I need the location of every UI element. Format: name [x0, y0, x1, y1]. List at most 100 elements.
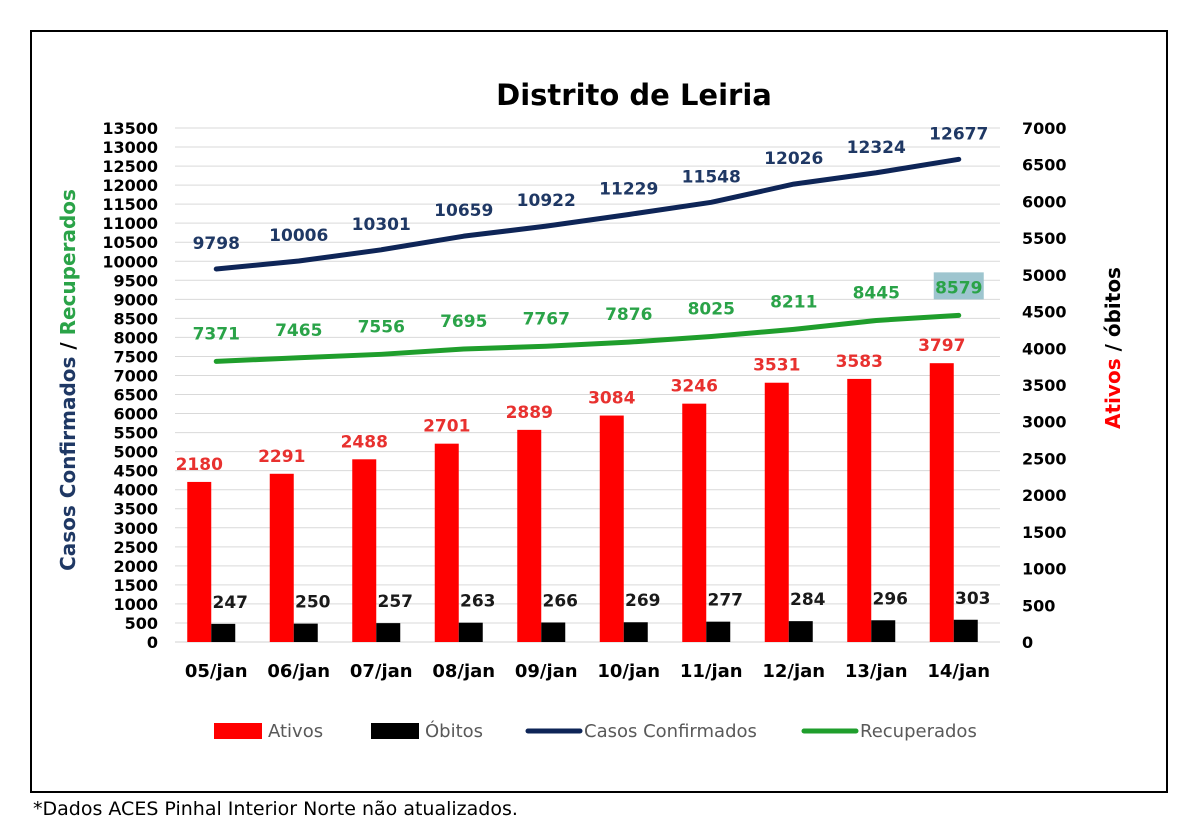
right-tick-label: 0 [1022, 633, 1033, 652]
data-label-obitos: 250 [295, 593, 331, 613]
left-tick-label: 1500 [113, 576, 158, 595]
right-tick-label: 5500 [1022, 229, 1067, 248]
bar-ativos [187, 481, 212, 642]
x-tick-label: 10/jan [597, 661, 660, 682]
data-label-recuperados: 7695 [440, 312, 487, 332]
data-label-obitos: 269 [625, 591, 661, 611]
bar-obitos [623, 622, 648, 642]
y-left-label-part1: Casos Confirmados [56, 357, 80, 571]
left-tick-label: 3500 [113, 500, 158, 519]
data-label-obitos: 263 [460, 592, 496, 612]
legend-label: Casos Confirmados [584, 721, 757, 742]
x-tick-label: 05/jan [185, 661, 248, 682]
legend-swatch [371, 723, 419, 739]
chart-frame [30, 30, 1168, 793]
data-label-recuperados: 7767 [523, 309, 570, 329]
left-tick-label: 2000 [113, 557, 158, 576]
x-tick-label: 08/jan [432, 661, 495, 682]
bar-ativos [352, 459, 377, 642]
data-label-recuperados: 7371 [193, 324, 240, 344]
data-label-obitos: 247 [213, 593, 249, 613]
y-right-label-part1: Ativos [1101, 358, 1125, 429]
chart-title: Distrito de Leiria [496, 78, 772, 112]
gridlines [175, 127, 1000, 643]
y-left-label-part2: Recuperados [56, 189, 80, 335]
data-label-confirmados: 9798 [193, 234, 240, 254]
bar-obitos [458, 622, 483, 642]
data-label-ativos: 3084 [588, 389, 635, 409]
right-tick-label: 6000 [1022, 192, 1067, 211]
bar-ativos [434, 443, 459, 642]
right-tick-label: 5000 [1022, 266, 1067, 285]
left-tick-label: 3000 [113, 519, 158, 538]
left-tick-label: 4000 [113, 481, 158, 500]
x-tick-label: 12/jan [762, 661, 825, 682]
bar-obitos [211, 623, 236, 642]
data-label-obitos: 277 [708, 591, 744, 611]
data-label-confirmados: 12026 [764, 149, 823, 169]
left-tick-label: 11000 [102, 214, 158, 233]
data-label-ativos: 2889 [506, 403, 553, 423]
left-tick-label: 4500 [113, 462, 158, 481]
data-label-obitos: 296 [873, 589, 909, 609]
x-tick-label: 14/jan [927, 661, 990, 682]
left-tick-label: 10000 [102, 252, 158, 271]
left-tick-label: 13000 [102, 138, 158, 157]
bar-ativos [764, 382, 789, 642]
left-tick-label: 5000 [113, 443, 158, 462]
legend-item: Óbitos [371, 720, 483, 742]
data-label-ativos: 3583 [836, 352, 883, 372]
left-tick-label: 8500 [113, 309, 158, 328]
bar-obitos [293, 623, 318, 642]
y-right-label: Ativos / óbitos [1101, 267, 1125, 429]
right-axis-ticks: 0 500 1000 1500 2000 2500 3000 3500 4000 4500 5000… [1022, 119, 1067, 652]
data-label-ativos: 3797 [918, 336, 965, 356]
data-label-obitos: 303 [955, 589, 991, 609]
x-tick-label: 07/jan [350, 661, 413, 682]
data-label-obitos: 284 [790, 590, 826, 610]
left-tick-label: 0 [147, 633, 158, 652]
bar-obitos [871, 620, 896, 642]
x-tick-label: 09/jan [515, 661, 578, 682]
left-tick-label: 10500 [102, 233, 158, 252]
right-tick-label: 1500 [1022, 523, 1067, 542]
data-label-confirmados: 11548 [682, 167, 741, 187]
left-tick-label: 5500 [113, 424, 158, 443]
data-label-confirmados: 10301 [352, 215, 411, 235]
x-axis-ticks: 05/jan 06/jan 07/jan 08/jan 09/jan 10/jan 11/j… [185, 661, 990, 682]
data-label-ativos: 2701 [423, 417, 470, 437]
legend-item: Recuperados [801, 721, 977, 742]
data-label-confirmados: 12677 [929, 124, 988, 144]
right-tick-label: 6500 [1022, 156, 1067, 175]
right-tick-label: 500 [1022, 596, 1055, 615]
data-label-obitos: 266 [543, 591, 579, 611]
left-tick-label: 6500 [113, 386, 158, 405]
left-axis-ticks: 0500100015002000250030003500400045005000… [102, 119, 158, 652]
right-tick-label: 7000 [1022, 119, 1067, 138]
legend: Ativos Óbitos Casos Confirmados Recuperados [214, 720, 977, 742]
legend-label: Ativos [268, 721, 323, 742]
left-tick-label: 1000 [113, 595, 158, 614]
highlight-box [933, 272, 984, 300]
series-confirmados: 9798 10006 10301 10659 10922 11229 11548 12026 1… [193, 124, 988, 272]
data-label-ativos: 3246 [671, 377, 718, 397]
legend-swatch [214, 723, 262, 739]
right-tick-label: 3000 [1022, 413, 1067, 432]
right-tick-label: 2500 [1022, 449, 1067, 468]
footnote: *Dados ACES Pinhal Interior Norte não at… [33, 798, 518, 820]
data-label-ativos: 2488 [341, 432, 388, 452]
right-tick-label: 1000 [1022, 560, 1067, 579]
data-label-confirmados: 11229 [599, 179, 658, 199]
data-label-confirmados: 10922 [517, 191, 576, 211]
series-recuperados: 7371 7465 7556 7695 7767 7876 8025 8211 8445 8579 [193, 272, 984, 364]
series-recuperados-line [213, 312, 962, 364]
left-tick-label: 13500 [102, 119, 158, 138]
right-tick-label: 2000 [1022, 486, 1067, 505]
legend-label: Recuperados [860, 721, 977, 742]
bar-ativos [682, 403, 707, 642]
x-tick-label: 11/jan [680, 661, 743, 682]
bar-ativos [599, 415, 624, 642]
left-tick-label: 12000 [102, 176, 158, 195]
bar-obitos [788, 621, 813, 642]
data-label-confirmados: 10006 [269, 226, 328, 246]
